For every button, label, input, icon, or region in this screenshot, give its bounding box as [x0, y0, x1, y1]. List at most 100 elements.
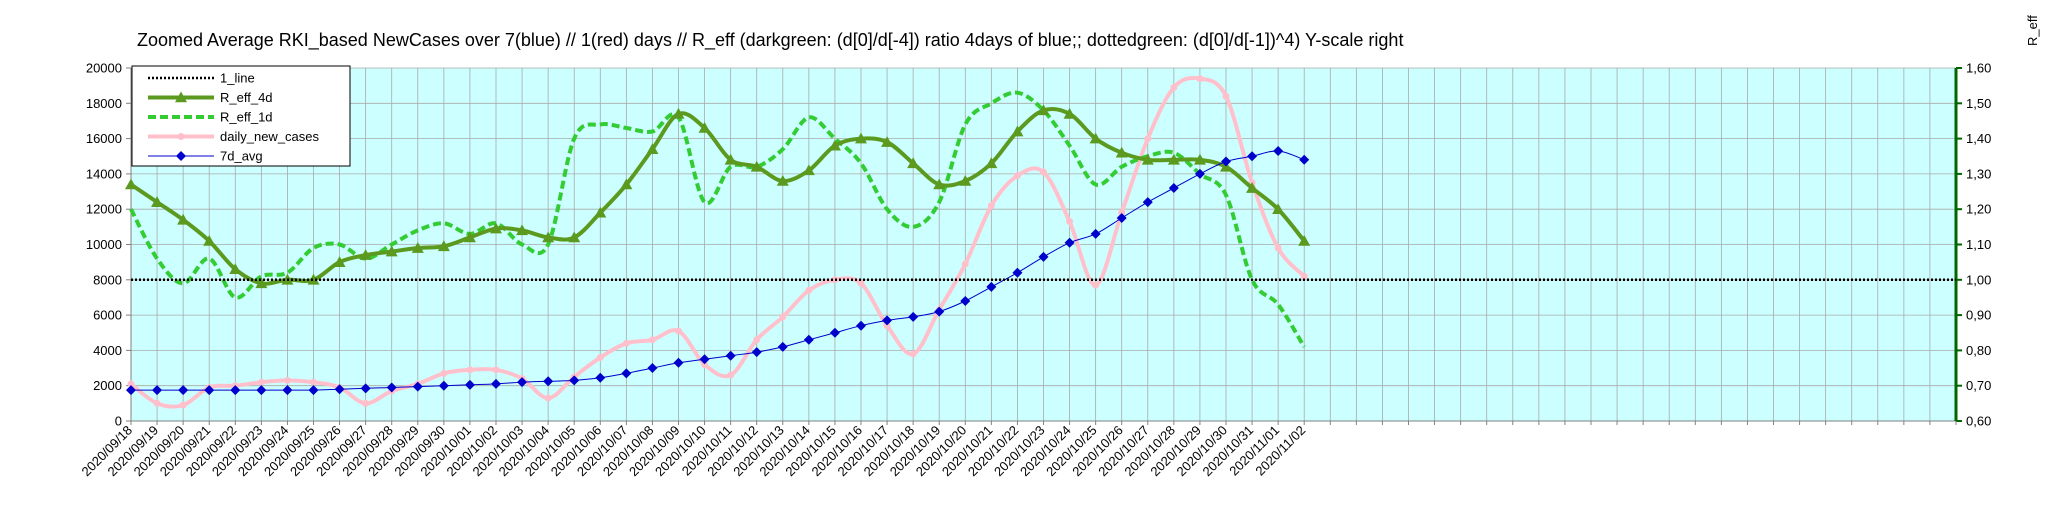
- data-point-avg_7d: [1194, 168, 1205, 179]
- data-point-r_eff_4d: [568, 231, 581, 243]
- data-point-avg_7d: [152, 385, 163, 396]
- left-tick-label: 20000: [86, 61, 122, 76]
- data-point-daily_new_cases: [179, 401, 187, 409]
- data-point-avg_7d: [647, 363, 658, 374]
- data-point-r_eff_4d: [151, 196, 164, 207]
- data-point-avg_7d: [517, 377, 528, 388]
- data-point-avg_7d: [751, 347, 762, 358]
- data-point-avg_7d: [673, 357, 684, 368]
- data-point-daily_new_cases: [466, 366, 474, 374]
- data-point-daily_new_cases: [310, 378, 317, 386]
- data-point-r_eff_4d: [307, 273, 320, 285]
- data-point-avg_7d: [699, 354, 710, 365]
- data-point-daily_new_cases: [440, 369, 448, 377]
- data-point-daily_new_cases: [648, 336, 656, 344]
- data-point-daily_new_cases: [1118, 209, 1126, 217]
- data-point-daily_new_cases: [857, 279, 865, 287]
- right-tick-label: 1,50: [1966, 96, 1991, 111]
- data-point-daily_new_cases: [257, 378, 265, 386]
- data-point-daily_new_cases: [753, 336, 761, 344]
- data-point-avg_7d: [491, 378, 501, 389]
- data-point-r_eff_4d: [828, 139, 841, 151]
- data-point-r_eff_4d: [1089, 132, 1102, 144]
- data-point-avg_7d: [621, 368, 632, 379]
- data-point-daily_new_cases: [831, 276, 839, 284]
- left-tick-label: 8000: [93, 272, 122, 287]
- legend-marker-avg_7d: [176, 151, 186, 161]
- data-point-daily_new_cases: [1040, 168, 1047, 176]
- data-point-avg_7d: [1168, 183, 1179, 194]
- data-point-daily_new_cases: [544, 394, 552, 402]
- data-point-daily_new_cases: [1144, 135, 1152, 143]
- data-point-r_eff_4d: [177, 213, 190, 225]
- series-line-r_eff_1d: [129, 90, 1306, 348]
- legend-label-one_line: 1_line: [220, 71, 255, 86]
- data-point-daily_new_cases: [622, 339, 630, 347]
- data-point-daily_new_cases: [1274, 244, 1282, 252]
- data-point-avg_7d: [282, 385, 293, 396]
- data-point-r_eff_4d: [985, 157, 998, 169]
- data-point-r_eff_4d: [125, 178, 137, 190]
- data-point-avg_7d: [725, 350, 736, 361]
- data-point-r_eff_4d: [776, 174, 789, 186]
- data-point-daily_new_cases: [1013, 172, 1021, 180]
- right-tick-label: 1,30: [1966, 166, 1991, 181]
- data-point-r_eff_4d: [698, 122, 711, 133]
- right-tick-label: 0,70: [1966, 378, 1991, 393]
- data-point-r_eff_4d: [229, 263, 242, 275]
- data-point-avg_7d: [360, 383, 371, 394]
- data-point-avg_7d: [595, 372, 606, 383]
- left-tick-label: 0: [115, 414, 122, 429]
- data-point-r_eff_4d: [1246, 182, 1259, 193]
- data-point-avg_7d: [230, 385, 241, 396]
- data-point-daily_new_cases: [987, 202, 995, 210]
- left-tick-label: 2000: [93, 378, 122, 393]
- right-tick-label: 1,00: [1966, 272, 1991, 287]
- data-point-r_eff_4d: [463, 231, 476, 243]
- data-point-r_eff_4d: [724, 153, 737, 165]
- data-point-r_eff_4d: [594, 206, 607, 218]
- data-point-r_eff_4d: [203, 234, 216, 246]
- data-point-r_eff_4d: [1037, 104, 1050, 116]
- data-point-avg_7d: [126, 385, 136, 396]
- legend-label-r_eff_1d: R_eff_1d: [220, 110, 273, 125]
- data-point-avg_7d: [934, 306, 945, 317]
- series-line-avg_7d: [131, 150, 1305, 391]
- data-point-avg_7d: [204, 385, 215, 396]
- data-point-avg_7d: [829, 327, 840, 338]
- data-point-avg_7d: [1064, 237, 1075, 248]
- legend-marker-daily_new_cases: [177, 133, 185, 140]
- left-tick-label: 12000: [86, 202, 122, 217]
- data-point-r_eff_4d: [672, 107, 685, 119]
- data-point-r_eff_4d: [333, 256, 346, 267]
- data-point-avg_7d: [960, 295, 971, 306]
- left-tick-label: 6000: [93, 308, 122, 323]
- right-tick-label: 1,40: [1966, 131, 1991, 146]
- data-point-avg_7d: [569, 375, 580, 386]
- data-point-avg_7d: [1247, 151, 1258, 162]
- right-tick-label: 1,60: [1966, 61, 1991, 76]
- data-point-r_eff_4d: [907, 157, 920, 169]
- data-point-daily_new_cases: [127, 380, 135, 388]
- data-point-r_eff_4d: [490, 222, 502, 234]
- data-point-daily_new_cases: [675, 327, 682, 335]
- data-point-r_eff_4d: [1011, 125, 1024, 137]
- data-point-daily_new_cases: [1170, 83, 1178, 91]
- legend-box: [131, 65, 351, 167]
- left-tick-label: 18000: [86, 96, 122, 111]
- data-point-avg_7d: [1221, 156, 1231, 167]
- data-point-avg_7d: [1012, 267, 1023, 278]
- data-point-r_eff_4d: [959, 174, 972, 186]
- data-point-daily_new_cases: [909, 350, 917, 358]
- data-point-avg_7d: [908, 311, 919, 322]
- data-point-r_eff_4d: [411, 242, 424, 253]
- data-point-avg_7d: [178, 385, 189, 396]
- data-point-r_eff_4d: [750, 160, 763, 172]
- data-point-r_eff_4d: [255, 277, 268, 289]
- data-point-r_eff_4d: [359, 249, 372, 260]
- data-point-r_eff_4d: [802, 164, 815, 176]
- data-point-avg_7d: [882, 315, 893, 326]
- data-point-avg_7d: [803, 334, 814, 345]
- left-tick-label: 10000: [86, 237, 122, 252]
